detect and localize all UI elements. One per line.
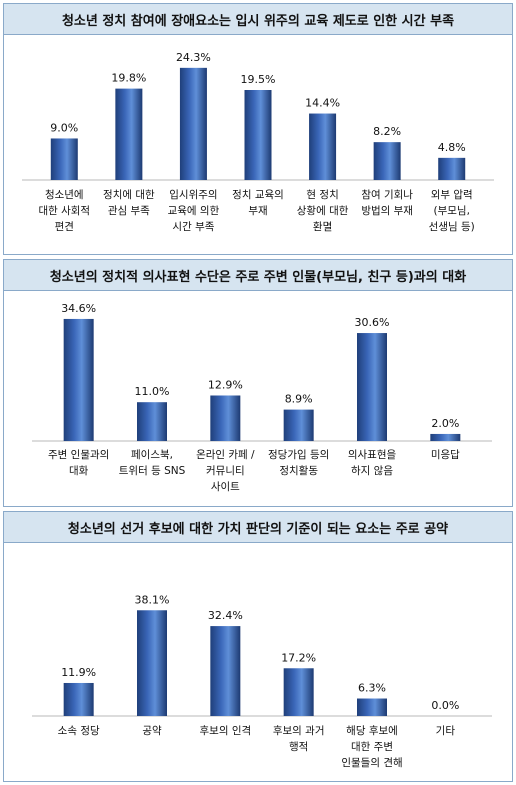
bar — [357, 698, 387, 716]
bar — [438, 157, 466, 180]
category-label: 정당가입 등의 정치활동 — [268, 448, 329, 477]
bar — [50, 138, 78, 180]
chart-panel-2: 청소년의 정치적 의사표현 수단은 주로 주변 인물(부모님, 친구 등)과의 … — [3, 259, 513, 507]
chart-panel-1: 청소년 정치 참여에 장애요소는 입시 위주의 교육 제도로 인한 시간 부족 … — [3, 3, 513, 255]
data-label: 11.9% — [61, 666, 96, 679]
bar — [115, 88, 143, 180]
bar — [373, 142, 401, 180]
bar — [309, 113, 337, 180]
chart-title: 청소년 정치 참여에 장애요소는 입시 위주의 교육 제도로 인한 시간 부족 — [4, 4, 512, 35]
category-label: 입시위주의 교육에 의한 시간 부족 — [168, 188, 220, 233]
chart-title: 청소년의 정치적 의사표현 수단은 주로 주변 인물(부모님, 친구 등)과의 … — [4, 260, 512, 291]
bar — [63, 318, 94, 441]
category-label: 정치에 대한 관심 부족 — [103, 189, 155, 217]
category-label: 온라인 카페 / 커뮤니티 사이트 — [196, 449, 255, 493]
data-label: 0.0% — [431, 699, 459, 712]
category-label: 미응답 — [431, 449, 460, 461]
data-label: 30.6% — [355, 316, 390, 329]
category-label: 참여 기회나 방법의 부재 — [361, 189, 413, 217]
bar — [244, 90, 272, 180]
bar — [63, 682, 94, 716]
bar — [283, 409, 314, 441]
bar — [357, 333, 387, 441]
category-label: 의사표현을 하지 않음 — [348, 449, 397, 477]
bar — [137, 610, 167, 716]
category-label: 청소년에 대한 사회적 편견 — [38, 189, 90, 233]
bar-chart-3: 11.9% 소속 정당 38.1% 공약 32.4% 후보의 인격 17.2% 후보의 과거 행… — [32, 593, 492, 769]
data-label: 2.0% — [431, 417, 459, 430]
category-label: 페이스북, 트위터 등 SNS — [119, 449, 186, 477]
bar — [137, 402, 167, 441]
data-label: 11.0% — [135, 385, 170, 398]
category-label: 후보의 과거 행적 — [273, 725, 325, 753]
category-label: 주변 인물과의 대화 — [48, 449, 109, 477]
bar — [210, 395, 241, 441]
category-label: 기타 — [436, 725, 456, 737]
data-label: 38.1% — [135, 593, 170, 606]
category-label: 정치 교육의 부재 — [232, 189, 284, 217]
category-label: 후보의 인격 — [200, 724, 252, 737]
data-label: 9.0% — [50, 121, 78, 134]
bar — [179, 67, 207, 180]
data-label: 24.3% — [176, 51, 211, 64]
data-label: 32.4% — [208, 609, 243, 622]
data-label: 19.5% — [241, 73, 276, 86]
bar — [210, 626, 241, 716]
data-label: 6.3% — [358, 682, 386, 695]
data-label: 12.9% — [208, 378, 243, 391]
chart-title: 청소년의 선거 후보에 대한 가치 판단의 기준이 되는 요소는 주로 공약 — [4, 512, 512, 543]
category-label: 소속 정당 — [58, 725, 100, 737]
category-label: 외부 압력 (부모님, 선생님 등) — [429, 188, 475, 233]
data-label: 34.6% — [61, 302, 96, 315]
data-label: 8.2% — [373, 125, 401, 138]
bar — [430, 433, 461, 441]
bar-chart-2: 34.6% 주변 인물과의 대화 11.0% 페이스북, 트위터 등 SNS 12.9% 온라… — [32, 302, 492, 493]
chart-panel-3: 청소년의 선거 후보에 대한 가치 판단의 기준이 되는 요소는 주로 공약 1… — [3, 511, 513, 782]
category-label: 공약 — [142, 725, 162, 737]
data-label: 14.4% — [305, 97, 340, 110]
category-label: 현 정치 상황에 대한 환멸 — [297, 189, 349, 233]
data-label: 4.8% — [438, 141, 466, 154]
data-label: 17.2% — [281, 651, 316, 664]
bar-chart-1: 9.0% 청소년에 대한 사회적 편견 19.8% 정치에 대한 관심 부족 24.3% 입시위… — [22, 51, 494, 233]
data-label: 19.8% — [111, 72, 146, 85]
data-label: 8.9% — [285, 393, 313, 406]
category-label: 해당 후보에 대한 주변 인물들의 견해 — [341, 724, 402, 769]
bar — [283, 668, 314, 716]
